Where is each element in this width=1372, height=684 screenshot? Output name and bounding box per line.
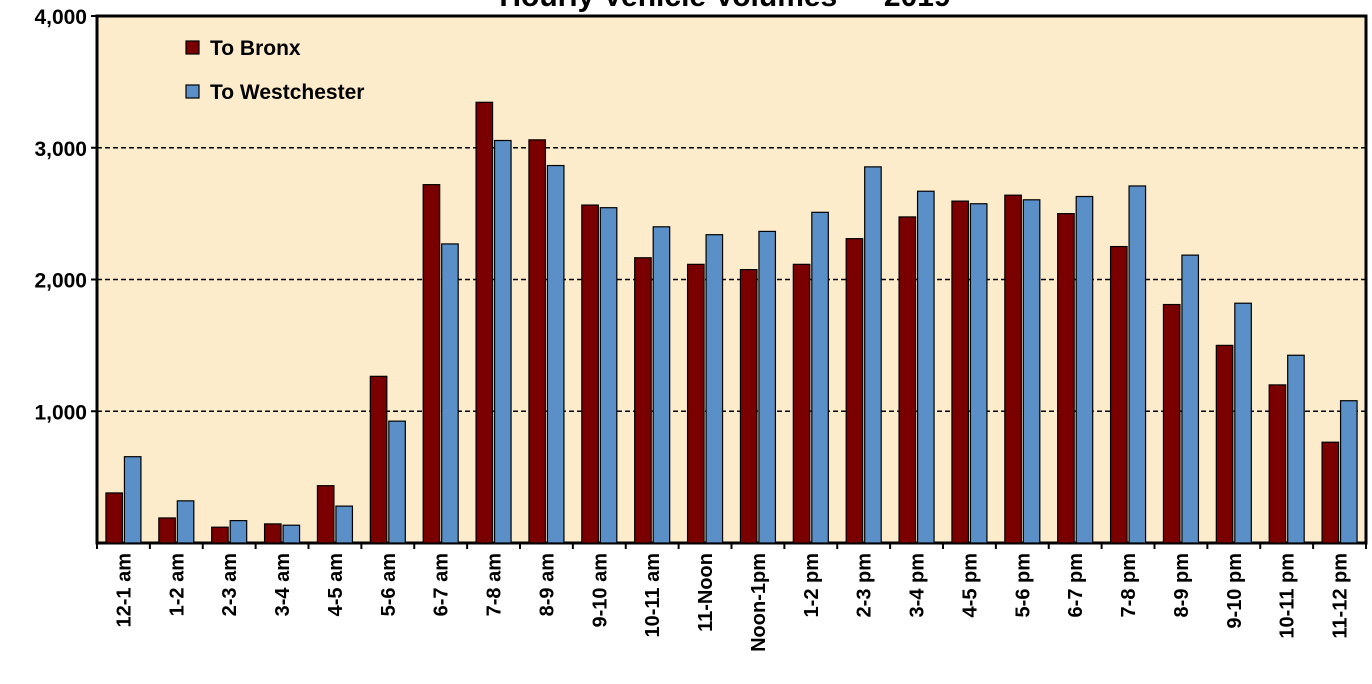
x-tick-label: 1-2 am: [166, 553, 188, 616]
bars: [105, 101, 1358, 544]
bar: [263, 523, 282, 544]
bar: [1215, 344, 1234, 544]
bar: [1162, 303, 1181, 544]
x-tick-label: 3-4 am: [272, 553, 294, 616]
bar: [1287, 354, 1305, 544]
x-tick-label: 12-1 am: [113, 553, 135, 628]
x-tick-label: 4-5 pm: [959, 553, 981, 617]
bar: [1075, 195, 1094, 544]
bar: [158, 517, 176, 544]
bar: [335, 505, 354, 544]
bar: [1339, 400, 1358, 544]
x-tick-label: 10-11 pm: [1277, 553, 1299, 639]
x-tick-label: 7-8 pm: [1118, 553, 1140, 617]
x-tick-label: 6-7 am: [431, 553, 453, 616]
bar: [422, 184, 441, 544]
x-tick-label: 11-Noon: [695, 553, 717, 632]
legend: To Bronx To Westchester: [185, 37, 364, 104]
bar: [969, 203, 988, 544]
x-axis: 12-1 am 1-2 am 2-3 am 3-4 am 4-5 am 5-6 am 6-7…: [96, 543, 1367, 652]
bar: [864, 166, 882, 544]
gridlines: [97, 147, 1366, 412]
bar: [705, 234, 724, 544]
bar: [845, 238, 864, 544]
bar: [388, 420, 406, 544]
bar: [528, 139, 547, 544]
chart-title: Hourly Vehicle Volumes — 2019: [499, 0, 950, 13]
bar: [546, 164, 565, 544]
bar: [792, 263, 811, 544]
legend-swatch: [185, 84, 200, 99]
bar: [634, 257, 652, 544]
bar: [1128, 185, 1147, 544]
x-tick-label: 11-12 pm: [1330, 553, 1352, 639]
bar: [1268, 384, 1287, 544]
bar: [898, 216, 917, 544]
legend-label: To Westchester: [210, 81, 364, 104]
legend-label: To Bronx: [210, 37, 301, 60]
bar: [1022, 199, 1041, 544]
x-tick-label: 2-3 pm: [854, 553, 876, 617]
x-tick-label: 4-5 am: [325, 553, 347, 616]
y-tick-label: 2,000: [34, 270, 87, 293]
bar: [229, 520, 248, 544]
bar: [105, 492, 124, 544]
bar: [652, 226, 671, 544]
x-tick-label: 3-4 pm: [907, 553, 929, 617]
bar: [758, 230, 777, 544]
y-tick-label: 1,000: [34, 401, 87, 424]
x-tick-label: 8-9 am: [536, 553, 558, 616]
x-tick-label: 5-6 am: [378, 553, 400, 616]
x-tick-label: 7-8 am: [484, 553, 506, 616]
bar: [686, 263, 705, 544]
x-tick-label: 10-11 am: [642, 553, 664, 638]
bar: [316, 485, 335, 544]
x-tick-label: 2-3 am: [219, 553, 241, 616]
legend-swatch: [185, 40, 200, 55]
bar: [282, 524, 301, 544]
bar: [1109, 245, 1128, 544]
x-tick-label: 6-7 pm: [1065, 553, 1087, 617]
bar: [475, 101, 494, 544]
x-tick-label: 5-6 pm: [1012, 553, 1034, 617]
bar: [176, 500, 195, 544]
bar: [493, 139, 512, 544]
x-tick-label: 8-9 pm: [1171, 553, 1193, 617]
x-tick-label: 1-2 pm: [801, 553, 823, 617]
bar: [1181, 254, 1200, 544]
bar: [599, 207, 618, 544]
bar: [811, 211, 829, 544]
bar: [123, 456, 142, 544]
x-tick-label: 9-10 am: [589, 553, 611, 628]
y-axis: 1,000 2,000 3,000 4,000: [34, 6, 97, 424]
bar: [1057, 213, 1075, 544]
bar: [1234, 302, 1252, 544]
bar: [441, 243, 459, 544]
bar: [1004, 194, 1022, 544]
bar: [581, 204, 599, 544]
bar: [1321, 441, 1340, 544]
y-tick-label: 3,000: [34, 138, 87, 161]
bar: [739, 269, 758, 544]
bar: [916, 190, 935, 544]
bar: [951, 200, 970, 544]
y-tick-label: 4,000: [34, 6, 87, 29]
bar: [211, 526, 229, 544]
bar: [369, 375, 388, 544]
x-tick-label: 9-10 pm: [1224, 553, 1246, 629]
x-tick-label: Noon-1pm: [748, 553, 770, 652]
